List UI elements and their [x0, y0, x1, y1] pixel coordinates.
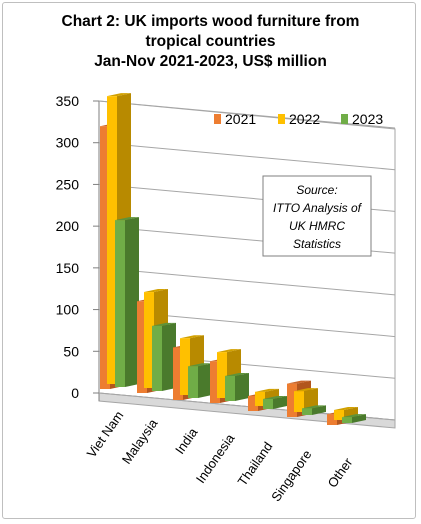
chart-title-line-3: Jan-Nov 2021-2023, US$ million — [94, 53, 327, 70]
bar-india-2023 — [188, 363, 212, 398]
y-tick-label: 350 — [56, 93, 80, 109]
source-line-4: Statistics — [293, 237, 341, 251]
bar-viet-nam-2023 — [115, 217, 139, 387]
legend-label: 2023 — [352, 111, 383, 127]
x-tick-label: Thailand — [235, 439, 276, 488]
chart-legend: 2021 2022 2023 — [214, 111, 383, 127]
y-tick-label: 0 — [71, 385, 79, 401]
x-tick-label: Indonesia — [193, 430, 238, 485]
x-tick-label: Other — [325, 455, 356, 491]
source-line-1: Source: — [296, 183, 337, 197]
gridline — [98, 267, 396, 296]
x-tick-label: Malaysia — [119, 415, 161, 466]
bar-thailand-2023 — [263, 395, 287, 409]
chart-title: Chart 2: UK imports wood furniture from … — [0, 12, 421, 72]
y-tick-label: 250 — [56, 176, 80, 192]
chart-title-line-1: Chart 2: UK imports wood furniture from — [61, 13, 360, 30]
bar-indonesia-2023 — [225, 372, 249, 401]
legend-swatch — [278, 114, 285, 124]
legend-label: 2021 — [225, 111, 256, 127]
legend-swatch — [341, 114, 348, 124]
source-note: Source: ITTO Analysis of UK HMRC Statist… — [262, 175, 372, 257]
chart-title-line-2: tropical countries — [145, 33, 276, 50]
source-line-2: ITTO Analysis of — [273, 201, 363, 215]
bar-other-2023 — [342, 414, 366, 423]
gridline — [98, 142, 396, 171]
source-box — [262, 175, 372, 257]
x-tick-label: Singapore — [268, 447, 314, 504]
source-line-3: UK HMRC — [289, 219, 345, 233]
x-tick-label: India — [172, 424, 201, 456]
legend-swatch — [214, 114, 221, 124]
y-tick-label: 50 — [63, 343, 79, 359]
x-tick-label: Viet Nam — [84, 408, 127, 460]
y-tick-label: 300 — [56, 135, 80, 151]
y-tick-label: 150 — [56, 260, 80, 276]
y-tick-label: 200 — [56, 218, 80, 234]
legend-label: 2022 — [289, 111, 320, 127]
y-tick-label: 100 — [56, 302, 80, 318]
bar-malaysia-2023 — [152, 322, 176, 391]
bar-singapore-2023 — [302, 405, 326, 415]
